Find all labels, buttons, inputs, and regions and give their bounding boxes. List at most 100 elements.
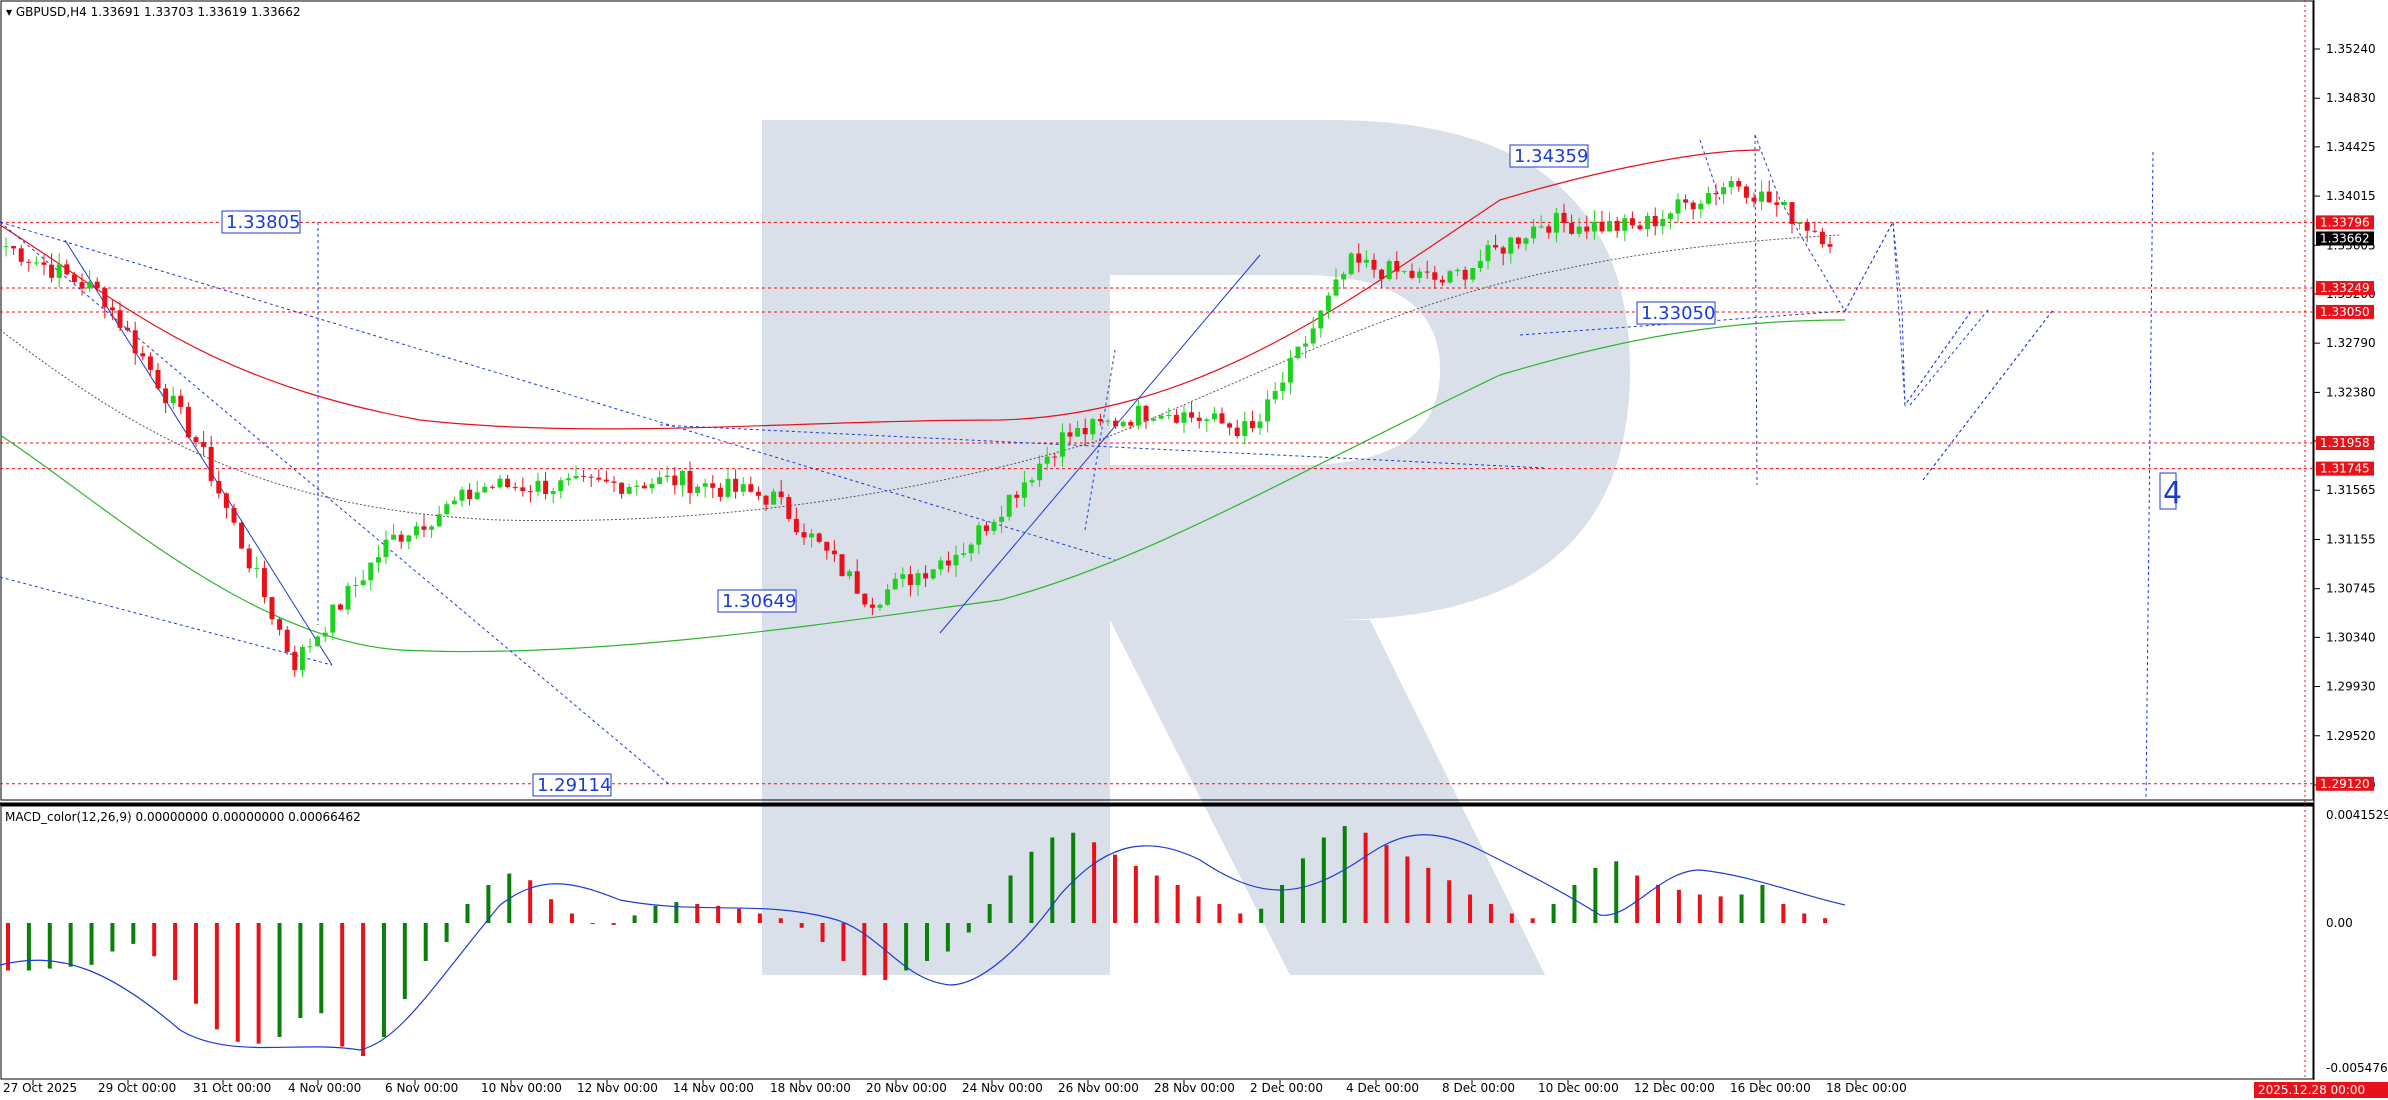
candle-body xyxy=(1417,271,1423,278)
candle-body xyxy=(1158,415,1164,419)
candle-body xyxy=(1265,399,1271,422)
candle-body xyxy=(1804,222,1810,231)
macd-bar xyxy=(1488,904,1493,923)
price-tick-label: 1.31565 xyxy=(2326,483,2376,497)
candle-body xyxy=(26,261,32,263)
macd-bar xyxy=(1760,885,1765,923)
time-tick-label: 12 Dec 00:00 xyxy=(1634,1081,1715,1095)
candle-body xyxy=(1181,412,1187,423)
macd-bar xyxy=(569,913,574,923)
macd-bar xyxy=(862,923,867,976)
candle-body xyxy=(1006,494,1012,517)
annotation-label: 1.33805 xyxy=(226,212,300,233)
candle-body xyxy=(1052,456,1058,458)
macd-bar xyxy=(1823,918,1828,923)
candle-body xyxy=(102,288,108,308)
candle-body xyxy=(1553,212,1559,233)
candle-body xyxy=(611,481,617,483)
candle-body xyxy=(1812,230,1818,232)
trend-line xyxy=(0,221,671,786)
candle-body xyxy=(239,522,245,549)
candle-body xyxy=(1736,181,1742,187)
macd-bar xyxy=(1676,889,1681,923)
price-tick-label: 1.32380 xyxy=(2326,385,2376,399)
macd-bar xyxy=(1238,913,1243,923)
candle-body xyxy=(1447,271,1453,283)
macd-bar xyxy=(1384,845,1389,923)
candle-body xyxy=(710,483,716,488)
candle-body xyxy=(1629,218,1635,226)
macd-bar xyxy=(737,908,742,923)
candle-body xyxy=(923,573,929,579)
candle-body xyxy=(603,479,609,482)
macd-bar xyxy=(1781,904,1786,923)
wave-label: 4 xyxy=(2163,476,2182,511)
candle-body xyxy=(520,487,526,492)
wave-label-box xyxy=(2159,472,2177,510)
candle-body xyxy=(3,246,9,248)
ma-green-line xyxy=(0,319,1846,653)
candles xyxy=(3,175,1833,678)
candle-body xyxy=(505,478,511,488)
candle-body xyxy=(1660,218,1666,227)
candle-body xyxy=(1515,237,1521,244)
annotation-box xyxy=(532,773,612,797)
candle-body xyxy=(375,557,381,563)
candle-body xyxy=(94,281,100,289)
candle-body xyxy=(1576,226,1582,234)
candle-body xyxy=(467,489,473,500)
candle-body xyxy=(588,476,594,478)
candle-body xyxy=(398,534,404,542)
macd-bar xyxy=(1426,867,1431,923)
candle-body xyxy=(163,388,169,404)
candle-body xyxy=(1242,421,1248,437)
candle-body xyxy=(277,619,283,630)
time-tick-label: 6 Nov 00:00 xyxy=(385,1081,458,1095)
candle-body xyxy=(1667,213,1673,219)
price-tick-label: 1.34830 xyxy=(2326,91,2376,105)
candle-body xyxy=(786,497,792,519)
candle-body xyxy=(1173,414,1179,423)
macd-bar xyxy=(1092,842,1097,923)
candle-body xyxy=(315,636,321,647)
candle-body xyxy=(1348,253,1354,275)
candle-body xyxy=(1721,187,1727,195)
annotation-box xyxy=(1636,301,1716,325)
candle-body xyxy=(831,550,837,555)
candle-body xyxy=(132,330,138,354)
candle-body xyxy=(885,589,891,605)
macd-bar xyxy=(89,923,94,965)
time-tick-label: 24 Nov 00:00 xyxy=(962,1081,1043,1095)
price-tag-label: 1.33662 xyxy=(2320,231,2370,245)
time-cursor-tag xyxy=(2254,1082,2388,1098)
candle-body xyxy=(1204,419,1210,421)
candle-body xyxy=(1508,237,1514,254)
annotation-label: 1.29114 xyxy=(537,775,611,796)
candle-body xyxy=(368,562,374,581)
candle-body xyxy=(1652,215,1658,227)
candle-body xyxy=(1561,212,1567,223)
candle-body xyxy=(391,534,397,540)
candle-body xyxy=(147,356,153,370)
candle-body xyxy=(1523,238,1529,244)
candle-body xyxy=(1645,215,1651,230)
annotation-box xyxy=(717,589,797,613)
trend-line xyxy=(659,424,1546,469)
candle-body xyxy=(535,480,541,492)
candle-body xyxy=(847,571,853,577)
annotation-label: 1.33050 xyxy=(1641,303,1715,324)
candle-body xyxy=(1075,427,1081,437)
candle-body xyxy=(1401,270,1407,272)
price-tick-label: 1.32790 xyxy=(2326,336,2376,350)
price-tick-label: 1.34425 xyxy=(2326,140,2376,154)
price-tag-label: 1.31958 xyxy=(2320,436,2370,450)
candle-body xyxy=(1538,226,1544,228)
candle-body xyxy=(1280,382,1286,392)
candle-body xyxy=(1683,199,1689,203)
macd-panel-frame xyxy=(0,805,2314,1080)
candle-body xyxy=(581,475,587,477)
macd-bar xyxy=(925,923,929,961)
candle-body xyxy=(406,535,412,542)
candle-body xyxy=(1394,261,1400,272)
candle-body xyxy=(1196,417,1202,421)
